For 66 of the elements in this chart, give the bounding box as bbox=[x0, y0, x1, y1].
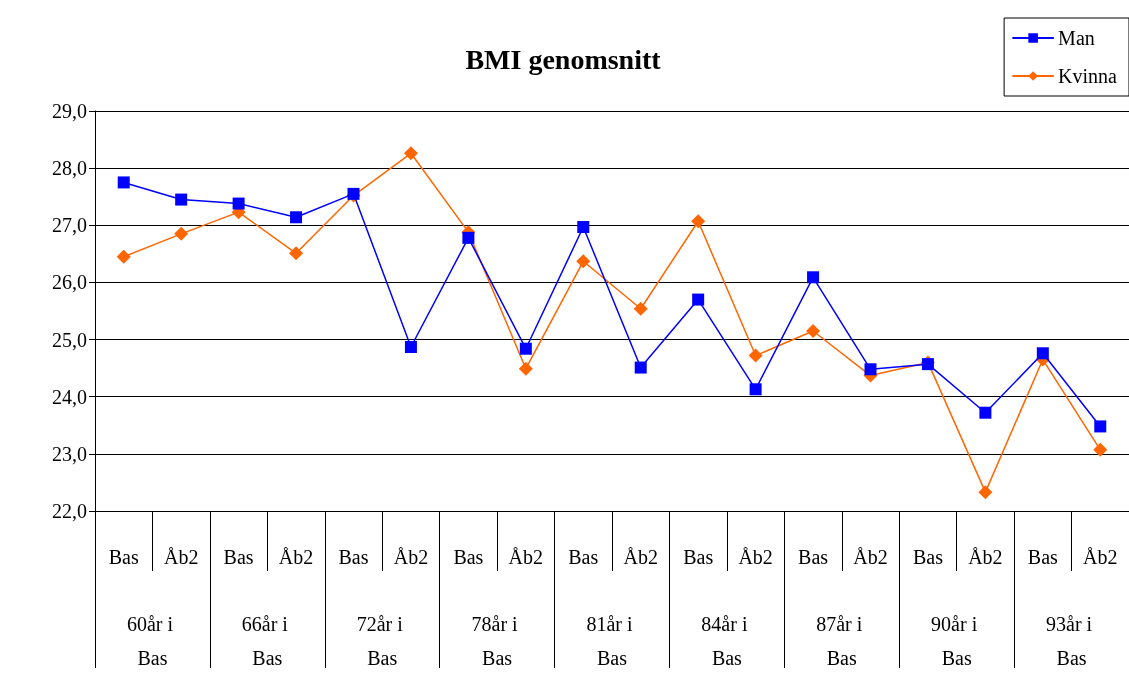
point bbox=[633, 301, 648, 316]
x-tick-label: Bas bbox=[453, 546, 484, 568]
point bbox=[864, 363, 877, 376]
y-tick-label: 22,0 bbox=[52, 500, 87, 522]
x-tick-label: Bas bbox=[912, 546, 944, 568]
y-tick-label: 29,0 bbox=[52, 100, 87, 122]
x-tick-label: Åb2 bbox=[968, 546, 1003, 568]
point bbox=[116, 249, 131, 264]
text: 78år i Bas bbox=[471, 613, 523, 669]
point bbox=[117, 176, 130, 189]
legend-label: Kvinna bbox=[1058, 65, 1118, 87]
text: 90år i Bas bbox=[931, 613, 983, 669]
y-tick-label: 28,0 bbox=[52, 157, 87, 180]
text: 84år i Bas bbox=[701, 613, 753, 669]
point bbox=[462, 231, 475, 244]
point bbox=[1094, 420, 1107, 433]
point bbox=[634, 361, 647, 374]
x-tick-label: Åb2 bbox=[738, 546, 773, 568]
point bbox=[577, 221, 590, 233]
point bbox=[232, 197, 245, 210]
y-tick-label: 27,0 bbox=[52, 214, 87, 237]
text: 81år i Bas bbox=[586, 613, 638, 669]
point bbox=[979, 406, 992, 419]
text: 93år i Bas bbox=[1046, 613, 1098, 669]
x-tick-label: Åb2 bbox=[1083, 546, 1118, 568]
point bbox=[1093, 442, 1108, 457]
point bbox=[519, 342, 532, 355]
y-tick-label: 25,0 bbox=[52, 328, 87, 351]
x-tick-label: Bas bbox=[338, 546, 369, 568]
point bbox=[576, 254, 591, 269]
x-tick-label: Åb2 bbox=[163, 546, 199, 568]
text: 87år i Bas bbox=[816, 613, 868, 669]
legend-label: Man bbox=[1058, 27, 1095, 49]
point bbox=[175, 193, 188, 206]
chart-title: BMI genomsnitt bbox=[465, 43, 662, 75]
x-tick-label: Åb2 bbox=[853, 546, 888, 568]
text: 66år i Bas bbox=[241, 613, 293, 669]
x-tick-label: Bas bbox=[568, 546, 599, 568]
point bbox=[691, 214, 706, 229]
y-tick-label: 23,0 bbox=[52, 442, 87, 465]
point bbox=[749, 383, 762, 396]
y-tick-label: 24,0 bbox=[52, 385, 87, 408]
x-tick-label: Åb2 bbox=[623, 546, 658, 568]
x-tick-label: Bas bbox=[1027, 546, 1059, 568]
x-tick-label: Bas bbox=[683, 546, 714, 568]
text: 60år i Bas bbox=[126, 613, 178, 669]
point bbox=[807, 271, 820, 284]
point bbox=[174, 226, 189, 241]
point bbox=[1036, 347, 1049, 360]
point bbox=[806, 324, 821, 338]
point bbox=[748, 348, 763, 363]
y-tick-label: 26,0 bbox=[52, 271, 87, 294]
point bbox=[289, 246, 304, 261]
x-tick-label: Bas bbox=[798, 546, 829, 568]
point bbox=[290, 211, 303, 224]
x-tick-label: Bas bbox=[223, 546, 254, 568]
point bbox=[403, 146, 418, 161]
text: 72år i Bas bbox=[356, 613, 408, 669]
point bbox=[978, 485, 993, 500]
point bbox=[518, 361, 533, 376]
x-tick-label: Bas bbox=[108, 546, 139, 568]
x-tick-label: Åb2 bbox=[278, 546, 314, 568]
point bbox=[692, 293, 705, 306]
x-tick-label: Åb2 bbox=[508, 546, 544, 568]
x-tick-label: Åb2 bbox=[393, 546, 429, 568]
point bbox=[404, 341, 417, 353]
